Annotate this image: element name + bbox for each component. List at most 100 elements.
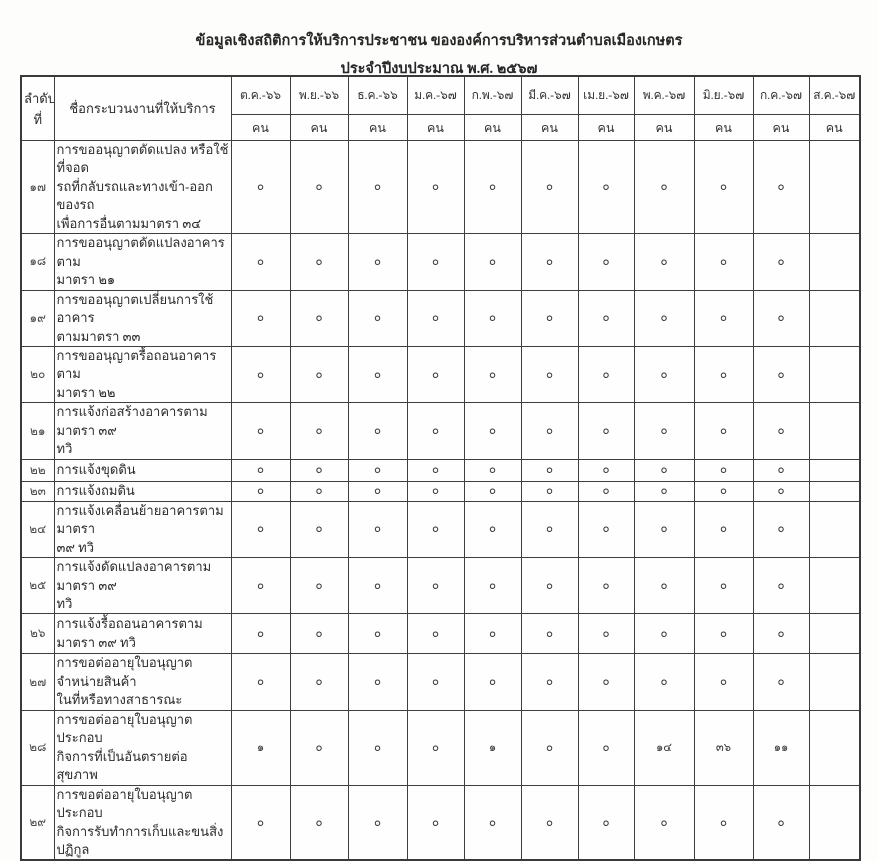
- value-cell: ๐: [577, 402, 635, 460]
- process-name-cell: การแจ้งเคลื่อนย้ายอาคารตามมาตรา ๓๙ ทวิ: [53, 500, 232, 559]
- value-cell: ๐: [693, 402, 754, 460]
- value-cell: ๐: [406, 653, 465, 711]
- value-cell: ๐: [406, 139, 465, 235]
- row-number-cell: ๒๗: [20, 653, 55, 711]
- value-cell: [808, 653, 861, 711]
- value-cell: ๐: [347, 613, 408, 655]
- row-number-cell: ๑๗: [20, 139, 55, 235]
- value-cell: [808, 480, 861, 502]
- process-column-header: ชื่อกระบวนงานที่ให้บริการ: [53, 75, 232, 141]
- value-cell: ๐: [520, 345, 579, 404]
- process-name-cell: การขออนุญาตดัดแปลงอาคาร ตาม มาตรา ๒๑: [53, 233, 232, 291]
- value-cell: [808, 233, 861, 291]
- value-cell: ๐: [406, 784, 465, 861]
- title-line-1: ข้อมูลเชิงสถิติการให้บริการประชาชน ขององ…: [195, 33, 683, 49]
- value-cell: ๐: [289, 402, 349, 460]
- value-cell: ๐: [230, 139, 291, 235]
- value-cell: ๐: [520, 784, 579, 861]
- unit-header: คน: [347, 114, 408, 141]
- table-row: ๒๕ การแจ้งดัดแปลงอาคารตามมาตรา ๓๙ ทวิ๐๐๐๐…: [20, 557, 861, 615]
- unit-header: คน: [693, 114, 754, 141]
- value-cell: ๐: [406, 458, 465, 482]
- value-cell: ๐: [406, 345, 465, 404]
- value-cell: ๐: [347, 402, 408, 460]
- value-cell: ๐: [406, 402, 465, 460]
- unit-header: คน: [230, 114, 291, 141]
- value-cell: ๐: [406, 613, 465, 655]
- month-header: มิ.ย.-๖๗: [693, 75, 754, 115]
- process-name-cell: การแจ้งขุดดิน: [53, 458, 232, 482]
- unit-header: คน: [633, 114, 695, 141]
- value-cell: ๐: [347, 784, 408, 861]
- value-cell: [808, 709, 861, 786]
- table-row: ๒๒ การแจ้งขุดดิน๐๐๐๐๐๐๐๐๐๐: [20, 458, 861, 482]
- process-name-cell: การแจ้งรื้อถอนอาคารตามมาตรา ๓๙ ทวิ: [53, 613, 232, 655]
- value-cell: ๐: [633, 402, 695, 460]
- month-header-row: ลำดับที่ ชื่อกระบวนงานที่ให้บริการ ต.ค.-…: [20, 75, 861, 141]
- value-cell: ๐: [520, 613, 579, 655]
- value-cell: ๐: [347, 480, 408, 502]
- value-cell: ๐: [520, 402, 579, 460]
- value-cell: ๐: [520, 480, 579, 502]
- value-cell: ๐: [289, 139, 349, 235]
- value-cell: ๐: [633, 784, 695, 861]
- document-title: ข้อมูลเชิงสถิติการให้บริการประชาชน ขององ…: [0, 28, 878, 83]
- value-cell: ๐: [463, 458, 522, 482]
- value-cell: ๐: [289, 480, 349, 502]
- value-cell: ๐: [693, 233, 754, 291]
- value-cell: ๑๔: [633, 709, 695, 786]
- value-cell: ๐: [463, 139, 522, 235]
- value-cell: ๐: [752, 613, 810, 655]
- value-cell: ๐: [693, 500, 754, 559]
- value-cell: ๐: [633, 139, 695, 235]
- value-cell: ๐: [289, 784, 349, 861]
- value-cell: ๐: [463, 480, 522, 502]
- value-cell: ๐: [520, 139, 579, 235]
- process-name-cell: การขออนุญาตดัดแปลง หรือใช้ที่จอด รถที่กล…: [53, 139, 232, 235]
- row-number-cell: ๒๙: [20, 784, 55, 861]
- unit-header: คน: [577, 114, 635, 141]
- value-cell: ๐: [347, 345, 408, 404]
- month-header: พ.ย.-๖๖: [289, 75, 349, 115]
- value-cell: ๐: [577, 139, 635, 235]
- value-cell: ๐: [230, 233, 291, 291]
- table-row: ๒๐ การขออนุญาตรื้อถอนอาคาร ตาม มาตรา ๒๒๐๐…: [20, 345, 861, 404]
- table-row: ๒๔ การแจ้งเคลื่อนย้ายอาคารตามมาตรา ๓๙ ทวิ…: [20, 500, 861, 559]
- value-cell: ๑๑: [752, 709, 810, 786]
- month-header: มี.ค.-๖๗: [520, 75, 579, 115]
- month-header: ก.พ.-๖๗: [463, 75, 522, 115]
- table-row: ๒๑ การแจ้งก่อสร้างอาคารตามมาตรา ๓๙ ทวิ๐๐๐…: [20, 402, 861, 460]
- value-cell: ๐: [289, 345, 349, 404]
- value-cell: ๐: [577, 709, 635, 786]
- value-cell: ๐: [289, 233, 349, 291]
- value-cell: ๐: [463, 557, 522, 615]
- value-cell: [808, 139, 861, 235]
- value-cell: [808, 613, 861, 655]
- value-cell: ๐: [693, 458, 754, 482]
- month-header: ม.ค.-๖๗: [406, 75, 465, 115]
- unit-header: คน: [463, 114, 522, 141]
- table-row: ๒๓ การแจ้งถมดิน๐๐๐๐๐๐๐๐๐๐: [20, 480, 861, 502]
- value-cell: [808, 458, 861, 482]
- value-cell: ๐: [230, 653, 291, 711]
- value-cell: ๐: [577, 500, 635, 559]
- value-cell: ๐: [289, 500, 349, 559]
- value-cell: [808, 557, 861, 615]
- value-cell: ๐: [463, 345, 522, 404]
- value-cell: ๐: [230, 289, 291, 347]
- month-header: พ.ค.-๖๗: [633, 75, 695, 115]
- value-cell: [808, 500, 861, 559]
- value-cell: ๐: [520, 289, 579, 347]
- unit-header: คน: [406, 114, 465, 141]
- value-cell: ๐: [752, 289, 810, 347]
- value-cell: ๐: [752, 500, 810, 559]
- value-cell: ๐: [347, 139, 408, 235]
- value-cell: [808, 784, 861, 861]
- value-cell: ๐: [752, 345, 810, 404]
- unit-header: คน: [752, 114, 810, 141]
- value-cell: ๐: [752, 653, 810, 711]
- order-column-header: ลำดับที่: [20, 75, 55, 141]
- row-number-cell: ๒๕: [20, 557, 55, 615]
- value-cell: ๓๖: [693, 709, 754, 786]
- unit-header: คน: [520, 114, 579, 141]
